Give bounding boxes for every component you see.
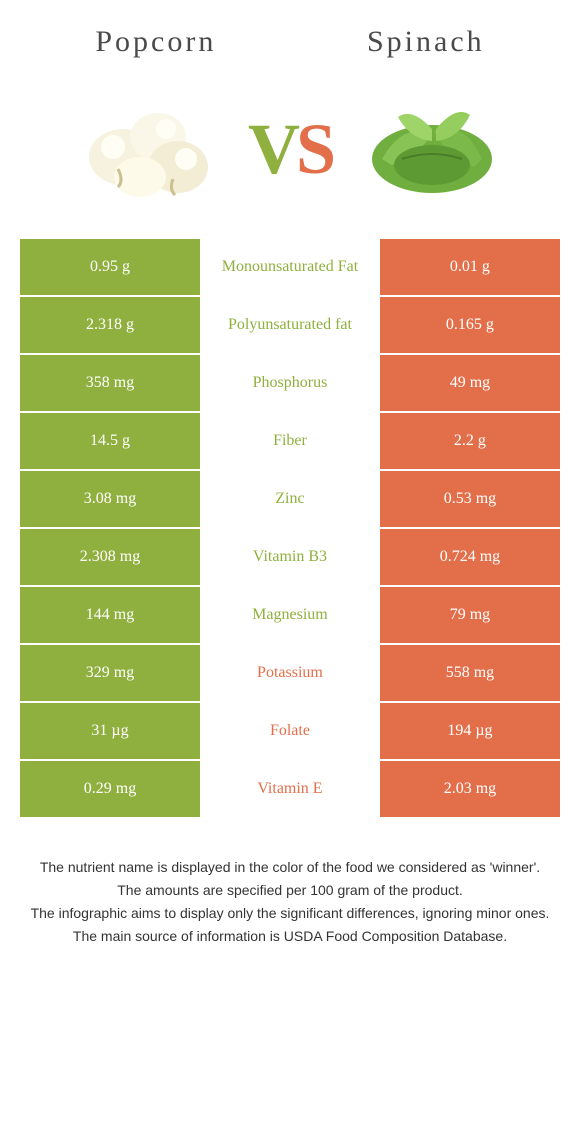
left-value: 31 µg <box>20 703 200 759</box>
popcorn-image <box>68 89 228 209</box>
right-value: 2.2 g <box>380 413 560 469</box>
footnote-line: The amounts are specified per 100 gram o… <box>30 880 550 901</box>
right-food-title: Spinach <box>367 25 485 59</box>
nutrient-name: Folate <box>200 703 380 759</box>
nutrient-name: Vitamin B3 <box>200 529 380 585</box>
footnote-line: The main source of information is USDA F… <box>30 926 550 947</box>
footnotes: The nutrient name is displayed in the co… <box>30 857 550 947</box>
footnote-line: The infographic aims to display only the… <box>30 903 550 924</box>
nutrient-row: 3.08 mgZinc0.53 mg <box>20 471 560 527</box>
nutrient-row: 0.95 gMonounsaturated Fat0.01 g <box>20 239 560 295</box>
nutrient-row: 0.29 mgVitamin E2.03 mg <box>20 761 560 817</box>
nutrient-row: 2.308 mgVitamin B30.724 mg <box>20 529 560 585</box>
right-value: 79 mg <box>380 587 560 643</box>
footnote-line: The nutrient name is displayed in the co… <box>30 857 550 878</box>
nutrient-name: Phosphorus <box>200 355 380 411</box>
right-value: 0.01 g <box>380 239 560 295</box>
right-value: 49 mg <box>380 355 560 411</box>
nutrient-name: Potassium <box>200 645 380 701</box>
vs-label: VS <box>248 108 332 191</box>
nutrient-row: 144 mgMagnesium79 mg <box>20 587 560 643</box>
nutrient-table: 0.95 gMonounsaturated Fat0.01 g2.318 gPo… <box>20 239 560 817</box>
nutrient-row: 31 µgFolate194 µg <box>20 703 560 759</box>
nutrient-row: 329 mgPotassium558 mg <box>20 645 560 701</box>
nutrient-name: Polyunsaturated fat <box>200 297 380 353</box>
nutrient-name: Zinc <box>200 471 380 527</box>
left-food-title: Popcorn <box>95 25 216 59</box>
spinach-image <box>352 89 512 209</box>
left-value: 14.5 g <box>20 413 200 469</box>
right-value: 0.724 mg <box>380 529 560 585</box>
left-value: 2.308 mg <box>20 529 200 585</box>
left-value: 2.318 g <box>20 297 200 353</box>
vs-s: S <box>296 108 332 191</box>
right-value: 0.53 mg <box>380 471 560 527</box>
right-value: 194 µg <box>380 703 560 759</box>
nutrient-row: 14.5 gFiber2.2 g <box>20 413 560 469</box>
right-value: 2.03 mg <box>380 761 560 817</box>
left-value: 329 mg <box>20 645 200 701</box>
hero-row: VS <box>0 69 580 239</box>
nutrient-name: Magnesium <box>200 587 380 643</box>
left-value: 3.08 mg <box>20 471 200 527</box>
left-value: 0.29 mg <box>20 761 200 817</box>
vs-v: V <box>248 108 296 191</box>
right-value: 0.165 g <box>380 297 560 353</box>
nutrient-name: Fiber <box>200 413 380 469</box>
nutrient-name: Vitamin E <box>200 761 380 817</box>
left-value: 0.95 g <box>20 239 200 295</box>
nutrient-row: 2.318 gPolyunsaturated fat0.165 g <box>20 297 560 353</box>
left-value: 144 mg <box>20 587 200 643</box>
nutrient-name: Monounsaturated Fat <box>200 239 380 295</box>
left-value: 358 mg <box>20 355 200 411</box>
right-value: 558 mg <box>380 645 560 701</box>
food-titles: Popcorn Spinach <box>0 0 580 69</box>
nutrient-row: 358 mgPhosphorus49 mg <box>20 355 560 411</box>
